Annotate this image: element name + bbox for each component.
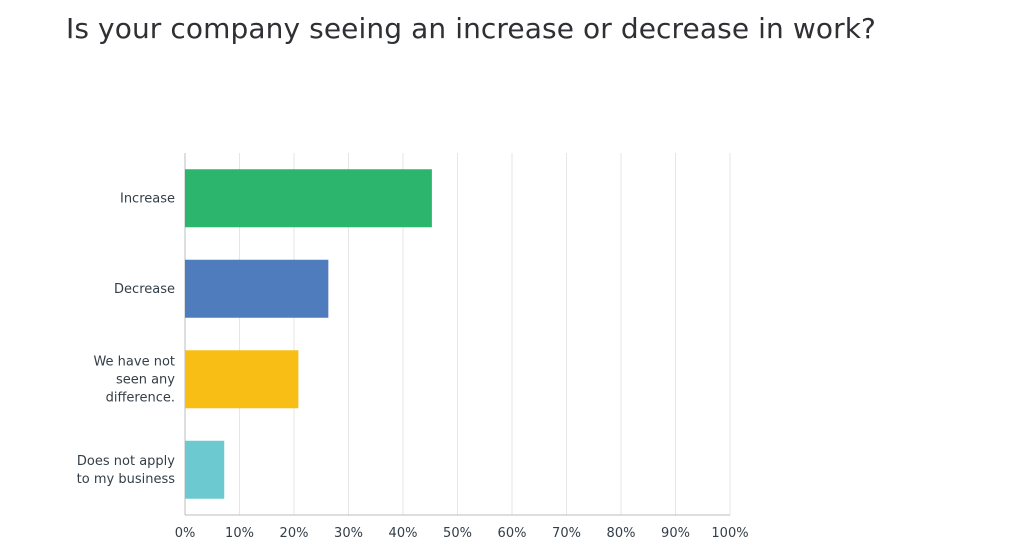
x-tick-label: 80% xyxy=(607,526,636,541)
category-labels: Increase Decrease We have not seen any diffe… xyxy=(77,191,176,487)
x-tick-label: 20% xyxy=(280,526,309,541)
x-tick-label: 30% xyxy=(334,526,363,541)
category-label: Does not apply to my business xyxy=(77,454,176,487)
category-label: We have not seen any difference. xyxy=(93,354,175,405)
chart-title: Is your company seeing an increase or de… xyxy=(66,12,876,45)
x-tick-label: 70% xyxy=(552,526,581,541)
category-label: Decrease xyxy=(114,282,175,297)
bar xyxy=(185,259,329,318)
bar xyxy=(185,440,225,499)
bar xyxy=(185,350,299,409)
x-tick-label: 0% xyxy=(175,526,196,541)
x-axis-tick-labels: 0% 10% 20% 30% 40% 50% 60% 70% 80% 90% 100% xyxy=(175,526,749,541)
x-tick-label: 40% xyxy=(389,526,418,541)
x-tick-label: 10% xyxy=(225,526,254,541)
x-tick-label: 100% xyxy=(711,526,748,541)
category-label: Increase xyxy=(120,191,175,206)
bar xyxy=(185,169,432,228)
x-tick-label: 90% xyxy=(661,526,690,541)
x-tick-label: 50% xyxy=(443,526,472,541)
bars xyxy=(185,169,432,499)
x-tick-label: 60% xyxy=(498,526,527,541)
